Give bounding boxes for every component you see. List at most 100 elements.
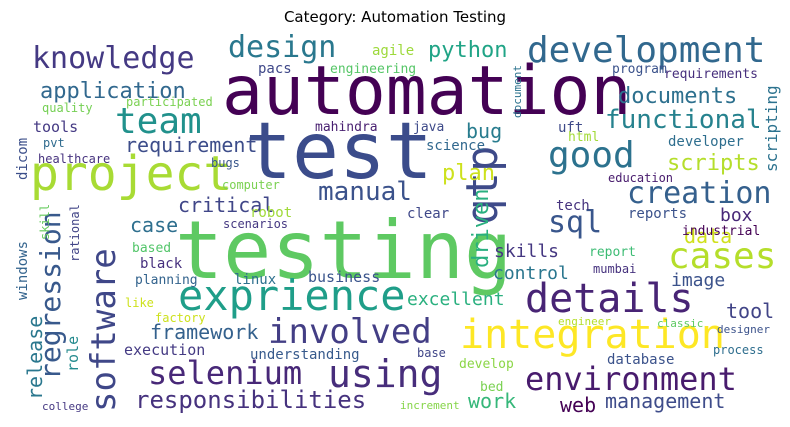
word-engineering: engineering [330, 62, 416, 77]
word-using: using [328, 352, 442, 396]
word-mahindra: mahindra [315, 120, 378, 135]
word-critical: critical [178, 193, 274, 217]
word-cases: cases [668, 236, 776, 277]
word-knowledge: knowledge [32, 41, 195, 76]
word-business: business [308, 268, 380, 286]
word-understanding: understanding [250, 347, 360, 363]
word-team: team [115, 101, 202, 142]
word-tool: tool [726, 299, 774, 323]
page-title: Category: Automation Testing [283, 8, 507, 26]
word-functional: functional [605, 105, 762, 135]
word-data: data [684, 224, 732, 248]
word-agile: agile [372, 43, 414, 59]
word-tech: tech [556, 198, 590, 214]
word-driven: driven [469, 189, 494, 268]
word-execution: execution [124, 341, 205, 359]
word-manual: manual [318, 177, 412, 207]
word-skill: skill [38, 204, 52, 240]
word-database: database [607, 352, 674, 368]
word-java: java [413, 120, 444, 135]
word-participated: participated [126, 95, 213, 109]
word-healthcare: healthcare [38, 152, 110, 166]
word-designer: designer [717, 323, 770, 336]
word-requirement: requirement [125, 133, 257, 157]
word-good: good [548, 135, 635, 176]
word-robot: robot [250, 205, 292, 221]
word-document: document [511, 65, 524, 118]
word-requirements: requirements [664, 67, 758, 82]
word-automation: automation [222, 52, 631, 131]
word-excellent: excellent [407, 289, 505, 310]
word-development: development [527, 30, 765, 71]
word-test: test [245, 107, 433, 197]
word-tools: tools [33, 118, 78, 136]
word-engineer: engineer [558, 315, 611, 328]
word-college: college [42, 400, 88, 413]
word-regression: regression [34, 211, 67, 380]
word-details: details [525, 276, 694, 322]
word-uft: uft [558, 120, 583, 136]
word-linux: linux [234, 272, 276, 288]
word-reports: reports [628, 206, 687, 222]
word-selenium: selenium [148, 354, 302, 392]
word-bugs: bugs [211, 156, 240, 170]
word-dicom: dicom [15, 138, 31, 180]
word-developer: developer [668, 134, 744, 150]
word-image: image [671, 270, 725, 291]
word-like: like [125, 296, 154, 310]
word-environment: environment [525, 360, 737, 398]
word-responsibilities: responsibilities [135, 386, 366, 414]
word-increment: increment [400, 399, 460, 412]
word-science: science [426, 138, 485, 154]
word-mumbai: mumbai [593, 262, 636, 276]
word-plan: plan [442, 161, 495, 186]
word-involved: involved [268, 312, 432, 352]
word-testing: testing [175, 204, 512, 297]
word-process: process [713, 343, 764, 357]
word-bug: bug [466, 119, 502, 143]
word-industrial: industrial [682, 224, 760, 239]
word-work: work [468, 389, 516, 413]
word-qtp: qtp [457, 146, 508, 225]
word-pacs: pacs [258, 61, 292, 77]
word-scenarios: scenarios [223, 217, 288, 231]
word-creation: creation [627, 176, 772, 211]
word-planning: planning [135, 273, 198, 288]
word-rational: rational [68, 204, 82, 262]
word-web: web [560, 393, 596, 417]
word-control: control [493, 263, 569, 284]
word-documents: documents [618, 84, 737, 109]
word-quality: quality [42, 101, 93, 115]
word-box: box [720, 205, 753, 226]
word-report: report [589, 245, 636, 260]
word-windows: windows [15, 241, 31, 300]
word-exprience: exprience [178, 271, 406, 320]
word-application: application [40, 79, 186, 104]
word-python: python [428, 38, 507, 63]
word-bed: bed [480, 380, 503, 395]
word-black: black [140, 256, 183, 272]
word-classic: classic [657, 317, 703, 330]
word-case: case [130, 213, 178, 237]
word-factory: factory [155, 311, 206, 325]
word-scripts: scripts [667, 151, 760, 176]
word-base: base [417, 346, 446, 360]
word-management: management [605, 389, 725, 413]
word-pvt: pvt [43, 136, 65, 150]
word-design: design [228, 30, 336, 65]
word-develop: develop [459, 357, 514, 372]
word-release: release [23, 316, 47, 400]
word-computer: computer [222, 178, 280, 192]
word-html: html [568, 130, 599, 145]
word-framework: framework [150, 320, 258, 344]
word-program: program [612, 62, 667, 77]
word-education: education [608, 171, 673, 185]
word-role: role [64, 336, 82, 372]
word-project: project [30, 146, 232, 202]
word-integration: integration [460, 312, 725, 358]
word-skills: skills [494, 241, 559, 262]
word-clear: clear [407, 206, 449, 222]
word-scripting: scripting [762, 85, 781, 172]
word-sql: sql [548, 205, 602, 240]
